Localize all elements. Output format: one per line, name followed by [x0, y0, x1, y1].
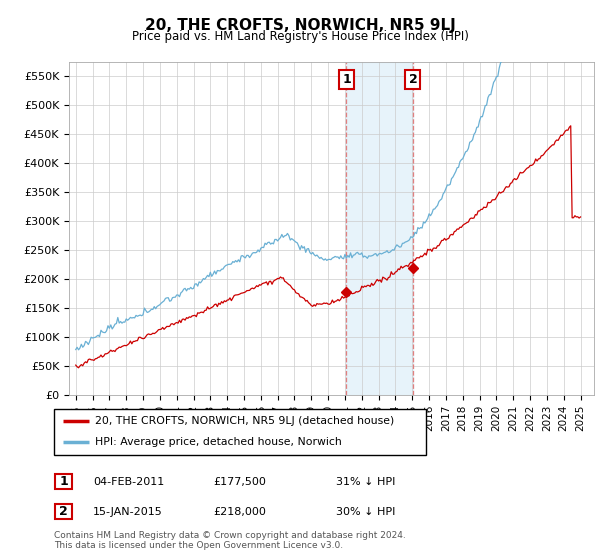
Text: 20, THE CROFTS, NORWICH, NR5 9LJ (detached house): 20, THE CROFTS, NORWICH, NR5 9LJ (detach…: [95, 416, 394, 426]
Text: 2: 2: [59, 505, 68, 518]
Text: 31% ↓ HPI: 31% ↓ HPI: [336, 477, 395, 487]
Text: HPI: Average price, detached house, Norwich: HPI: Average price, detached house, Norw…: [95, 437, 341, 447]
Text: 30% ↓ HPI: 30% ↓ HPI: [336, 507, 395, 517]
FancyBboxPatch shape: [54, 409, 426, 455]
Text: 04-FEB-2011: 04-FEB-2011: [93, 477, 164, 487]
Text: Price paid vs. HM Land Registry's House Price Index (HPI): Price paid vs. HM Land Registry's House …: [131, 30, 469, 43]
Text: 15-JAN-2015: 15-JAN-2015: [93, 507, 163, 517]
FancyBboxPatch shape: [55, 474, 72, 489]
Text: £177,500: £177,500: [213, 477, 266, 487]
Text: 1: 1: [342, 73, 351, 86]
Text: 1: 1: [59, 475, 68, 488]
Bar: [346, 62, 413, 395]
Text: Contains HM Land Registry data © Crown copyright and database right 2024.
This d: Contains HM Land Registry data © Crown c…: [54, 530, 406, 550]
Text: 2: 2: [409, 73, 418, 86]
Text: £218,000: £218,000: [213, 507, 266, 517]
Text: 20, THE CROFTS, NORWICH, NR5 9LJ: 20, THE CROFTS, NORWICH, NR5 9LJ: [145, 18, 455, 33]
FancyBboxPatch shape: [55, 504, 72, 519]
